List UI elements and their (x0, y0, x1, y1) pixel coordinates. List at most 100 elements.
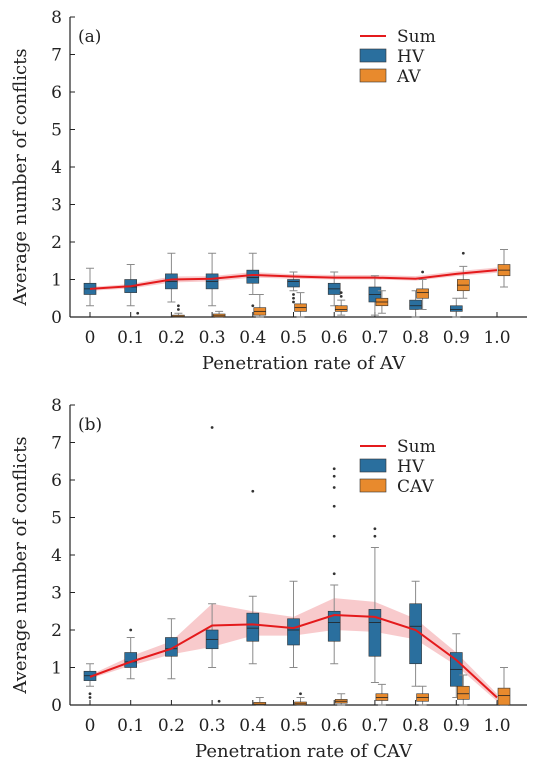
legend-av-swatch (359, 68, 387, 83)
av-box-body (253, 702, 267, 706)
hv-box-1 (124, 628, 137, 680)
y-tick-label: 8 (51, 8, 62, 28)
hv-outlier (332, 486, 336, 489)
hv-outlier (332, 572, 336, 576)
hv-box-0 (83, 663, 97, 699)
y-tick-label: 4 (51, 158, 62, 178)
x-tick-label: 0.9 (443, 716, 470, 736)
panel-label: (b) (78, 415, 102, 435)
y-tick-label: 4 (51, 546, 62, 566)
hv-outlier (129, 628, 133, 632)
y-tick-label: 7 (51, 46, 62, 66)
av-outlier (461, 251, 465, 255)
y-tick-label: 6 (51, 83, 62, 103)
y-tick-label: 8 (51, 396, 62, 416)
av-outlier (339, 294, 343, 298)
hv-box-body (327, 610, 341, 642)
chart-panel-b: 0 1 2 3 4 5 6 7 8 0 0.1 0.2 0.3 0.4 0.5 0.6 0.7 0.8 0.9 1.0… (10, 396, 527, 762)
hv-box-3 (205, 426, 219, 668)
legend-av-label: CAV (397, 477, 434, 497)
x-tick-label: 0.3 (199, 716, 226, 736)
hv-box-6 (327, 467, 341, 665)
x-axis-label: Penetration rate of AV (202, 353, 406, 374)
legend-hv-label: HV (397, 47, 425, 67)
x-tick-label: 0.8 (402, 328, 429, 348)
av-box-10 (497, 667, 511, 706)
hv-box-body (246, 269, 260, 284)
hv-box-body (449, 305, 463, 312)
x-tick-label: 0.7 (361, 716, 388, 736)
hv-box-body (287, 618, 300, 646)
x-tick-label: 0.1 (117, 716, 144, 736)
x-tick-label: 0.3 (199, 328, 226, 348)
av-box-body (497, 687, 511, 706)
av-box-6 (334, 291, 348, 316)
x-tick-label: 0.2 (158, 328, 185, 348)
x-tick-label: 1.0 (483, 328, 510, 348)
y-tick-label: 1 (51, 659, 62, 679)
av-box-6 (334, 693, 348, 706)
hv-outlier (292, 296, 295, 300)
hv-outlier (373, 527, 377, 531)
av-box-2 (172, 304, 185, 318)
x-tick-label: 0.4 (239, 328, 266, 348)
x-tick-label: 0.9 (443, 328, 470, 348)
x-tick-label: 0 (85, 716, 96, 736)
hv-box-9 (449, 297, 463, 318)
av-outlier (177, 304, 180, 308)
hv-outlier (332, 504, 336, 508)
x-tick-label: 0 (85, 328, 96, 348)
y-tick-label: 5 (51, 509, 62, 529)
hv-outlier (210, 426, 214, 429)
y-tick-label: 3 (51, 196, 62, 216)
hv-box-8 (409, 580, 422, 687)
legend-hv-swatch (359, 48, 387, 63)
hv-outlier (88, 692, 92, 696)
x-tick-label: 0.6 (321, 328, 348, 348)
x-tick-label: 0.5 (280, 328, 307, 348)
hv-box-7 (368, 527, 382, 683)
x-tick-label: 0.7 (361, 328, 388, 348)
y-tick-label: 7 (51, 434, 62, 454)
y-axis-label: Average number of conflicts (10, 436, 31, 694)
hv-box-body (409, 299, 422, 310)
hv-outlier (88, 696, 92, 699)
av-outlier (177, 308, 180, 311)
av-box-5 (294, 692, 307, 706)
av-box-7 (375, 290, 389, 314)
hv-box-body (287, 279, 300, 288)
av-box-5 (294, 292, 307, 318)
av-outlier (299, 692, 302, 696)
av-box-9 (456, 674, 470, 706)
av-box-4 (253, 697, 267, 706)
hv-box-5 (287, 580, 300, 668)
av-outlier (339, 291, 343, 295)
av-box-8 (416, 270, 429, 310)
y-tick-label: 0 (51, 308, 62, 328)
av-outlier (136, 311, 140, 315)
x-tick-label: 0.1 (117, 328, 144, 348)
hv-box-7 (368, 275, 382, 316)
hv-box-4 (246, 252, 260, 308)
hv-outlier (292, 300, 295, 304)
hv-box-8 (409, 290, 422, 318)
hv-box-2 (165, 252, 178, 303)
hv-box-body (246, 612, 260, 642)
y-tick-label: 2 (51, 621, 62, 641)
y-tick-label: 3 (51, 584, 62, 604)
legend-hv-label: HV (397, 457, 425, 477)
hv-box-6 (327, 271, 341, 307)
hv-outlier (251, 304, 255, 308)
x-tick-label: 1.0 (483, 716, 510, 736)
x-tick-label: 0.4 (239, 716, 266, 736)
av-box-3 (217, 699, 221, 703)
legend-sum-label: Sum (397, 437, 436, 457)
panel-label: (a) (78, 27, 101, 47)
sum-line (89, 269, 498, 290)
legend-hv-swatch (359, 458, 387, 473)
hv-box-body (165, 637, 178, 657)
legend-sum-label: Sum (397, 27, 436, 47)
y-tick-label: 0 (51, 696, 62, 716)
